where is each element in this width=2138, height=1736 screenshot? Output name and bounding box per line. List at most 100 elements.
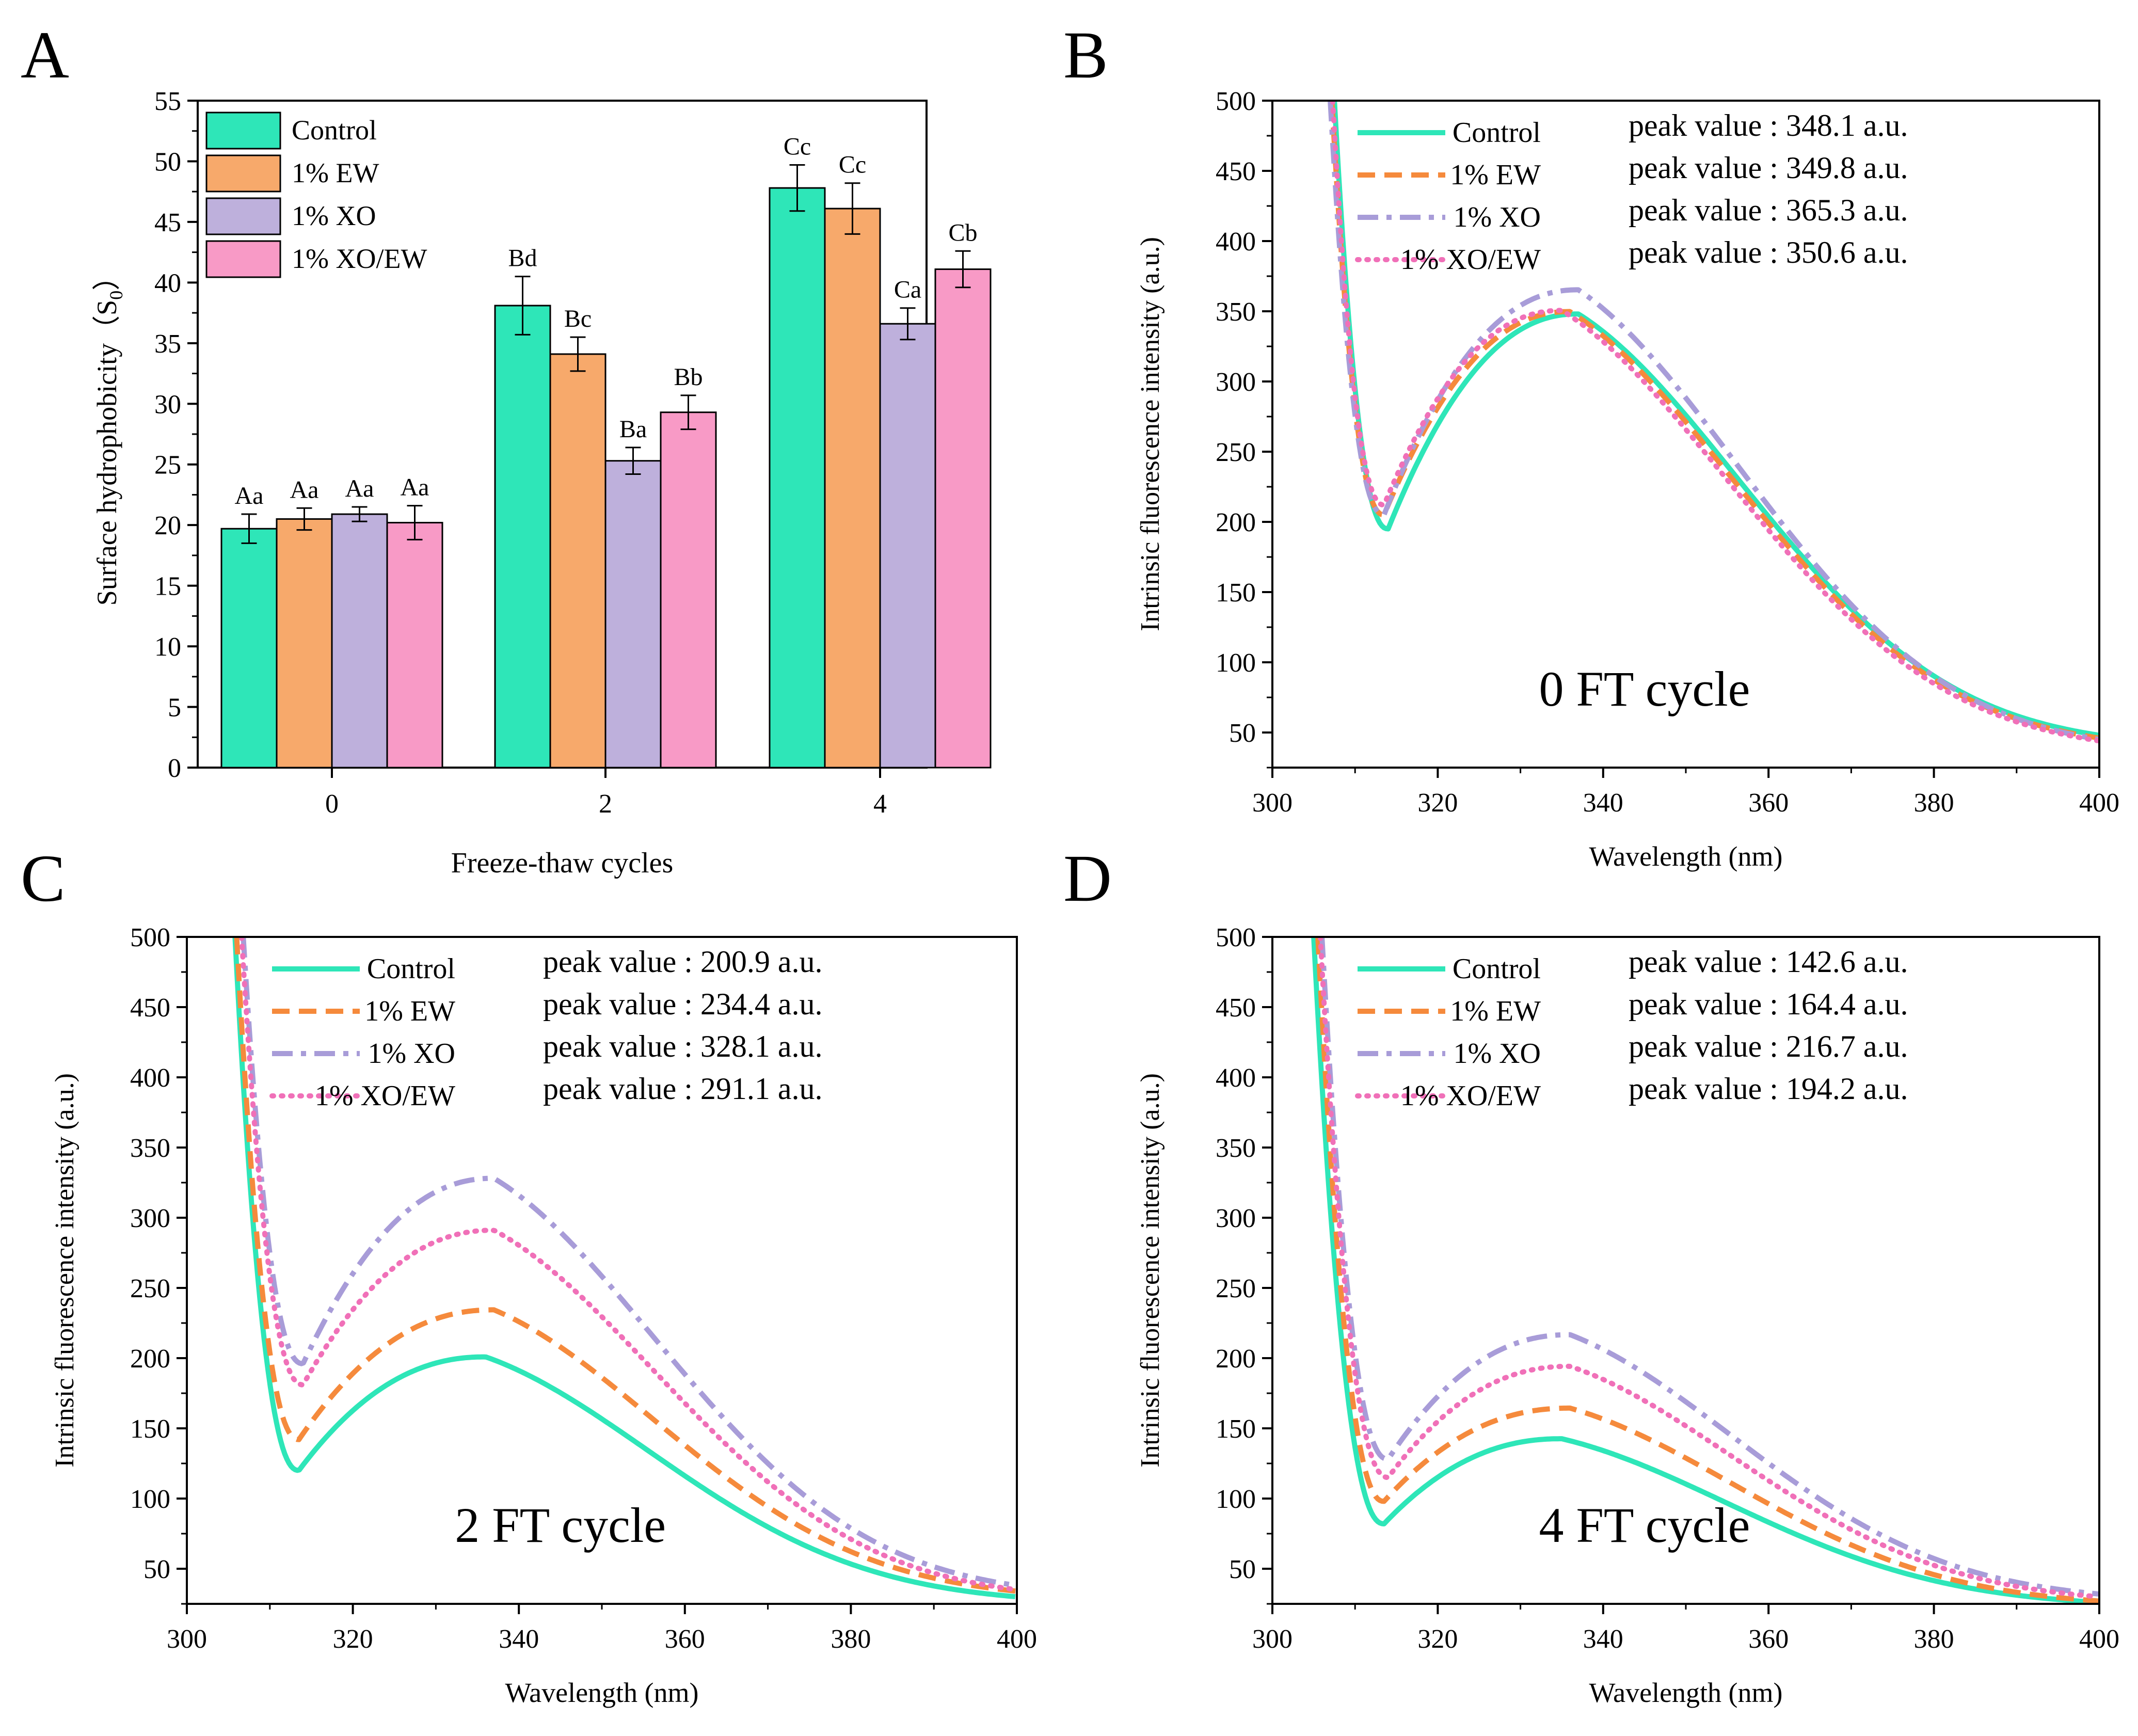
legend-label: 1% EW [292, 157, 379, 188]
y-tick-label: 15 [154, 572, 181, 601]
y-tick-label: 30 [154, 390, 181, 419]
bar [604, 460, 662, 769]
bar [276, 518, 333, 769]
legend-label: Control [367, 953, 455, 985]
panel-d-line-chart: 300 320 340 360 380 400 50 100 150 200 250 300 350 40… [1136, 923, 2119, 1708]
significance-label: Ca [894, 276, 921, 304]
legend-label: Control [1453, 117, 1541, 149]
legend-label: 1% XO [292, 200, 376, 231]
x-tick-label: 0 [325, 789, 339, 819]
x-tick-label: 380 [1914, 788, 1954, 818]
x-tick-label: 400 [2079, 788, 2119, 818]
bar [220, 528, 278, 769]
peak-value-label: peak value : 350.6 a.u. [1629, 235, 1908, 269]
peak-value-label: peak value : 291.1 a.u. [543, 1072, 823, 1106]
y-tick-label: 300 [1216, 368, 1256, 397]
y-tick-label: 150 [130, 1414, 170, 1444]
legend-label: Control [292, 115, 377, 146]
y-tick-label: 150 [1216, 578, 1256, 608]
y-tick-label: 500 [1216, 87, 1256, 116]
x-tick-label: 400 [997, 1624, 1037, 1654]
peak-value-label: peak value : 200.9 a.u. [543, 945, 823, 979]
y-tick-label: 55 [154, 87, 181, 116]
y-tick-label: 150 [1216, 1414, 1256, 1444]
y-tick-label: 10 [154, 632, 181, 662]
y-tick-label: 300 [1216, 1204, 1256, 1233]
panel-letter-c: C [21, 841, 66, 916]
legend-label: 1% XO [1453, 1038, 1541, 1070]
y-tick-label: 45 [154, 208, 181, 237]
x-tick-label: 2 [599, 789, 612, 819]
panel-letter-d: D [1063, 841, 1112, 916]
legend-swatch [205, 154, 281, 193]
legend-label: 1% XO [1453, 201, 1541, 233]
x-tick-label: 320 [333, 1624, 373, 1654]
y-tick-label: 350 [1216, 297, 1256, 327]
peak-value-label: peak value : 216.7 a.u. [1629, 1029, 1908, 1063]
peak-value-label: peak value : 348.1 a.u. [1629, 108, 1908, 142]
legend-swatch [205, 197, 281, 235]
cycle-annotation: 2 FT cycle [455, 1498, 666, 1553]
x-axis-label: Wavelength (nm) [1589, 841, 1782, 872]
y-tick-label: 400 [130, 1063, 170, 1093]
cycle-annotation: 4 FT cycle [1539, 1498, 1750, 1553]
x-tick-label: 360 [1748, 1624, 1789, 1654]
bar [494, 305, 551, 769]
y-tick-label: 450 [130, 993, 170, 1023]
x-tick-label: 320 [1417, 788, 1458, 818]
y-tick-label: 300 [130, 1204, 170, 1233]
panel-letter-b: B [1063, 18, 1108, 92]
legend-label: 1% XO/EW [292, 243, 427, 274]
x-tick-label: 380 [1914, 1624, 1954, 1654]
series-line [1332, 101, 2099, 738]
significance-label: Aa [345, 475, 374, 502]
x-tick-label: 340 [1583, 1624, 1623, 1654]
x-tick-label: 4 [873, 789, 887, 819]
y-tick-label: 250 [1216, 438, 1256, 467]
peak-value-label: peak value : 164.4 a.u. [1629, 987, 1908, 1021]
y-tick-label: 50 [1229, 1555, 1256, 1584]
series-line [1317, 937, 2099, 1600]
panel-c-line-chart: 300 320 340 360 380 400 50 100 150 200 250 300 350 40… [50, 923, 1037, 1708]
y-tick-label: 450 [1216, 157, 1256, 186]
panel-b-line-chart: 300 320 340 360 380 400 50 100 150 200 250 300 350 40… [1136, 87, 2119, 872]
y-tick-label: 250 [1216, 1274, 1256, 1303]
series-line [1311, 937, 2099, 1604]
y-axis-label: Intrinsic fluorescence intensity (a.u.) [1136, 1073, 1165, 1468]
y-tick-label: 100 [1216, 648, 1256, 678]
significance-label: Aa [401, 474, 429, 501]
y-tick-label: 400 [1216, 227, 1256, 257]
y-tick-label: 350 [130, 1134, 170, 1163]
x-tick-label: 300 [1252, 788, 1293, 818]
y-tick-label: 350 [1216, 1134, 1256, 1163]
series-line [1330, 101, 2099, 743]
y-tick-label: 450 [1216, 993, 1256, 1023]
peak-value-label: peak value : 142.6 a.u. [1629, 945, 1908, 979]
x-axis-label: Wavelength (nm) [505, 1677, 698, 1708]
significance-label: Bc [564, 305, 592, 332]
x-axis-label: Wavelength (nm) [1589, 1677, 1782, 1708]
bar [549, 353, 607, 769]
y-tick-label: 100 [1216, 1485, 1256, 1514]
y-axis-label: Intrinsic fluorescence intensity (a.u.) [50, 1073, 79, 1468]
significance-label: Cb [948, 219, 977, 246]
x-tick-label: 360 [665, 1624, 705, 1654]
x-tick-label: 360 [1748, 788, 1789, 818]
cycle-annotation: 0 FT cycle [1539, 661, 1750, 716]
legend-label: 1% XO/EW [1400, 244, 1541, 276]
y-tick-label: 400 [1216, 1063, 1256, 1093]
y-tick-label: 500 [1216, 923, 1256, 952]
y-tick-label: 40 [154, 268, 181, 298]
series-line [1329, 101, 2099, 741]
significance-label: Bb [674, 363, 703, 391]
legend-swatch [205, 240, 281, 278]
y-tick-label: 50 [143, 1555, 170, 1584]
legend-label: 1% XO/EW [315, 1080, 455, 1112]
y-tick-label: 500 [130, 923, 170, 952]
bar [331, 513, 388, 769]
y-tick-label: 20 [154, 511, 181, 540]
y-tick-label: 0 [168, 754, 181, 783]
bar [386, 521, 443, 769]
legend-label: 1% EW [1450, 995, 1541, 1027]
